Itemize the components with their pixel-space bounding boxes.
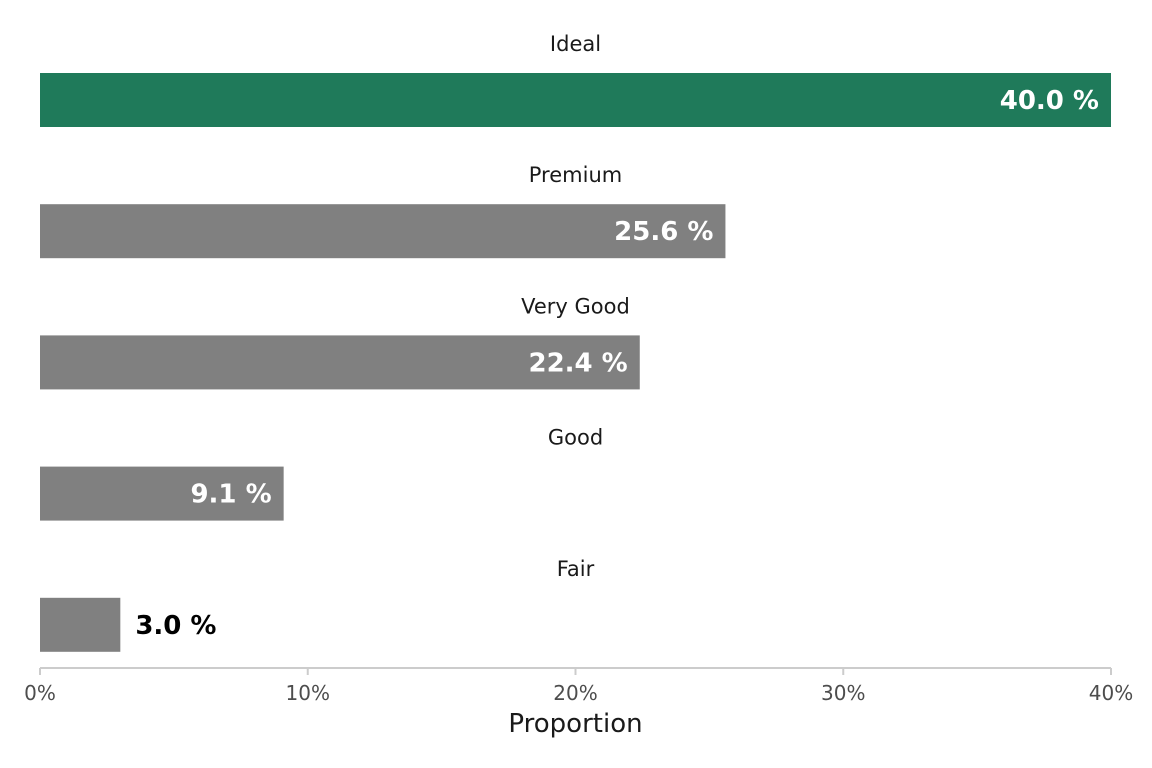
category-label-good: Good — [548, 426, 603, 450]
category-label-premium: Premium — [529, 163, 622, 187]
value-label-good: 9.1 % — [190, 480, 271, 510]
category-label-ideal: Ideal — [550, 32, 601, 56]
x-tick-label: 0% — [24, 681, 56, 705]
bar-very-good — [40, 335, 640, 390]
x-tick-label: 20% — [553, 681, 597, 705]
bar-premium — [40, 204, 726, 259]
bars-layer: Ideal 40.0 % Premium 25.6 % Very Good 22.4 % G… — [40, 32, 1111, 652]
bar-ideal — [40, 73, 1111, 127]
value-label-premium: 25.6 % — [614, 217, 713, 247]
category-label-very-good: Very Good — [521, 294, 630, 318]
value-label-very-good: 22.4 % — [528, 348, 627, 378]
x-axis: 0% 10% 20% 30% 40% — [24, 667, 1133, 705]
x-tick-label: 40% — [1089, 681, 1133, 705]
category-label-fair: Fair — [557, 557, 595, 581]
bar-good — [40, 466, 284, 521]
bar-fair — [40, 597, 121, 652]
x-axis-title: Proportion — [508, 709, 642, 739]
value-label-fair: 3.0 % — [135, 611, 216, 641]
value-label-ideal: 40.0 % — [1000, 86, 1099, 116]
x-tick-label: 30% — [821, 681, 865, 705]
x-tick-label: 10% — [286, 681, 330, 705]
